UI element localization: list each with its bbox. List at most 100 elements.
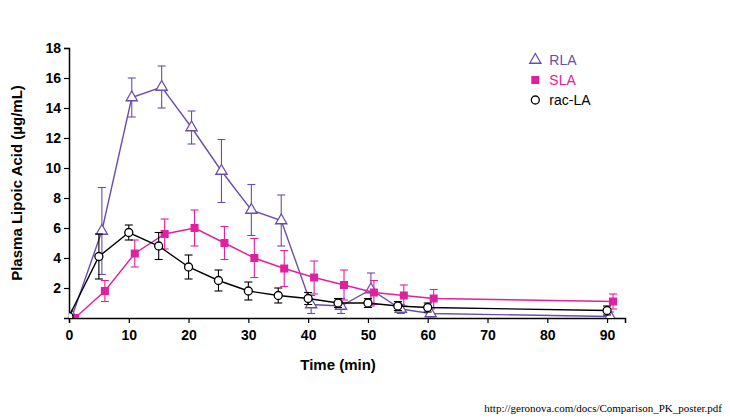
- series: [69, 225, 611, 318]
- x-tick-label: 70: [480, 327, 496, 343]
- x-tick: 50: [361, 318, 377, 343]
- error-bar: [310, 261, 318, 294]
- source-note: http://geronova.com/docs/Comparison_PK_p…: [484, 402, 722, 414]
- series-line: [75, 228, 613, 318]
- y-tick-mark: [64, 48, 69, 49]
- x-axis-line: [70, 319, 626, 324]
- series-line: [72, 87, 610, 317]
- y-tick: 18: [45, 40, 69, 56]
- marks: [69, 66, 617, 318]
- x-tick: 70: [480, 318, 496, 343]
- legend-item: SLA: [532, 72, 576, 88]
- error-bar: [603, 306, 611, 315]
- y-tick-mark: [64, 168, 69, 169]
- y-tick: 16: [45, 70, 69, 86]
- data-point: [341, 282, 348, 289]
- data-point: [246, 203, 257, 213]
- error-bar: [185, 255, 193, 279]
- data-point: [371, 289, 378, 296]
- x-tick: 10: [121, 318, 137, 343]
- x-tick: 30: [241, 318, 257, 343]
- x-tick-mark: [368, 318, 369, 323]
- x-tick-mark: [129, 318, 130, 323]
- y-tick-mark: [64, 138, 69, 139]
- error-bar: [125, 225, 133, 240]
- y-tick-mark: [64, 198, 69, 199]
- data-point: [214, 277, 222, 285]
- data-point: [161, 231, 168, 238]
- x-axis: 0 10 20 30 40 50 60 70 80 90: [66, 318, 626, 343]
- error-bar: [334, 299, 342, 308]
- legend-marker: [530, 53, 541, 63]
- y-tick: 6: [53, 220, 69, 236]
- x-tick: 60: [420, 318, 436, 343]
- y-tick-label: 2: [53, 280, 61, 296]
- x-tick-label: 0: [66, 327, 74, 343]
- x-tick-label: 50: [361, 327, 377, 343]
- data-point: [304, 295, 312, 303]
- y-tick: 12: [45, 130, 69, 146]
- data-point: [311, 274, 318, 281]
- x-tick-mark: [428, 318, 429, 323]
- x-tick-label: 30: [241, 327, 257, 343]
- error-bar: [191, 210, 199, 246]
- error-bar: [220, 227, 228, 260]
- y-tick-mark: [64, 108, 69, 109]
- data-point: [610, 298, 617, 305]
- error-bar: [244, 282, 252, 300]
- x-tick-mark: [248, 318, 249, 323]
- x-tick-label: 20: [181, 327, 197, 343]
- x-axis-title: Time (min): [300, 356, 376, 373]
- x-tick-label: 60: [420, 327, 436, 343]
- data-point: [394, 302, 402, 310]
- data-point: [221, 240, 228, 247]
- error-bar: [101, 281, 109, 302]
- chart: 2 4 6 8 10 12 14 16 18 0 10 20 30 40 50 60 70 80 90 Time (m…: [0, 0, 730, 420]
- x-tick: 20: [181, 318, 197, 343]
- data-point: [185, 263, 193, 271]
- error-bar: [340, 270, 348, 300]
- data-point: [244, 287, 252, 295]
- y-tick-mark: [64, 258, 69, 259]
- data-point: [276, 214, 287, 224]
- x-tick: 90: [600, 318, 616, 343]
- y-tick-label: 8: [53, 190, 61, 206]
- error-bar: [280, 251, 288, 287]
- error-bar: [214, 270, 222, 291]
- data-point: [95, 253, 103, 261]
- x-tick: 40: [301, 318, 317, 343]
- legend-label: rac-LA: [549, 92, 591, 108]
- data-point: [186, 121, 197, 131]
- error-bar: [95, 234, 103, 279]
- y-tick-mark: [64, 78, 69, 79]
- y-tick-label: 6: [53, 220, 61, 236]
- y-tick: 4: [53, 250, 69, 266]
- data-point: [334, 299, 342, 307]
- y-axis: 24681012141618: [45, 40, 69, 319]
- y-tick-label: 12: [45, 130, 61, 146]
- data-point: [274, 292, 282, 300]
- y-tick: 8: [53, 190, 69, 206]
- data-point: [102, 288, 109, 295]
- error-bar: [609, 294, 617, 309]
- x-tick-mark: [487, 318, 488, 323]
- error-bar: [131, 240, 139, 267]
- x-tick: 80: [540, 318, 556, 343]
- x-tick-label: 80: [540, 327, 556, 343]
- data-point: [430, 295, 437, 302]
- x-tick: 0: [66, 318, 74, 343]
- error-bar: [274, 288, 282, 303]
- legend-marker: [532, 77, 539, 84]
- legend-label: RLA: [549, 52, 577, 68]
- error-bar: [424, 303, 432, 312]
- data-point: [155, 242, 163, 250]
- data-point: [424, 304, 432, 312]
- y-tick-label: 14: [45, 100, 61, 116]
- legend-item: rac-LA: [531, 92, 591, 108]
- series: [69, 66, 616, 318]
- error-bar: [304, 293, 312, 305]
- x-tick-mark: [547, 318, 548, 323]
- data-point: [69, 313, 73, 318]
- legend-marker: [531, 96, 539, 104]
- data-point: [603, 307, 611, 315]
